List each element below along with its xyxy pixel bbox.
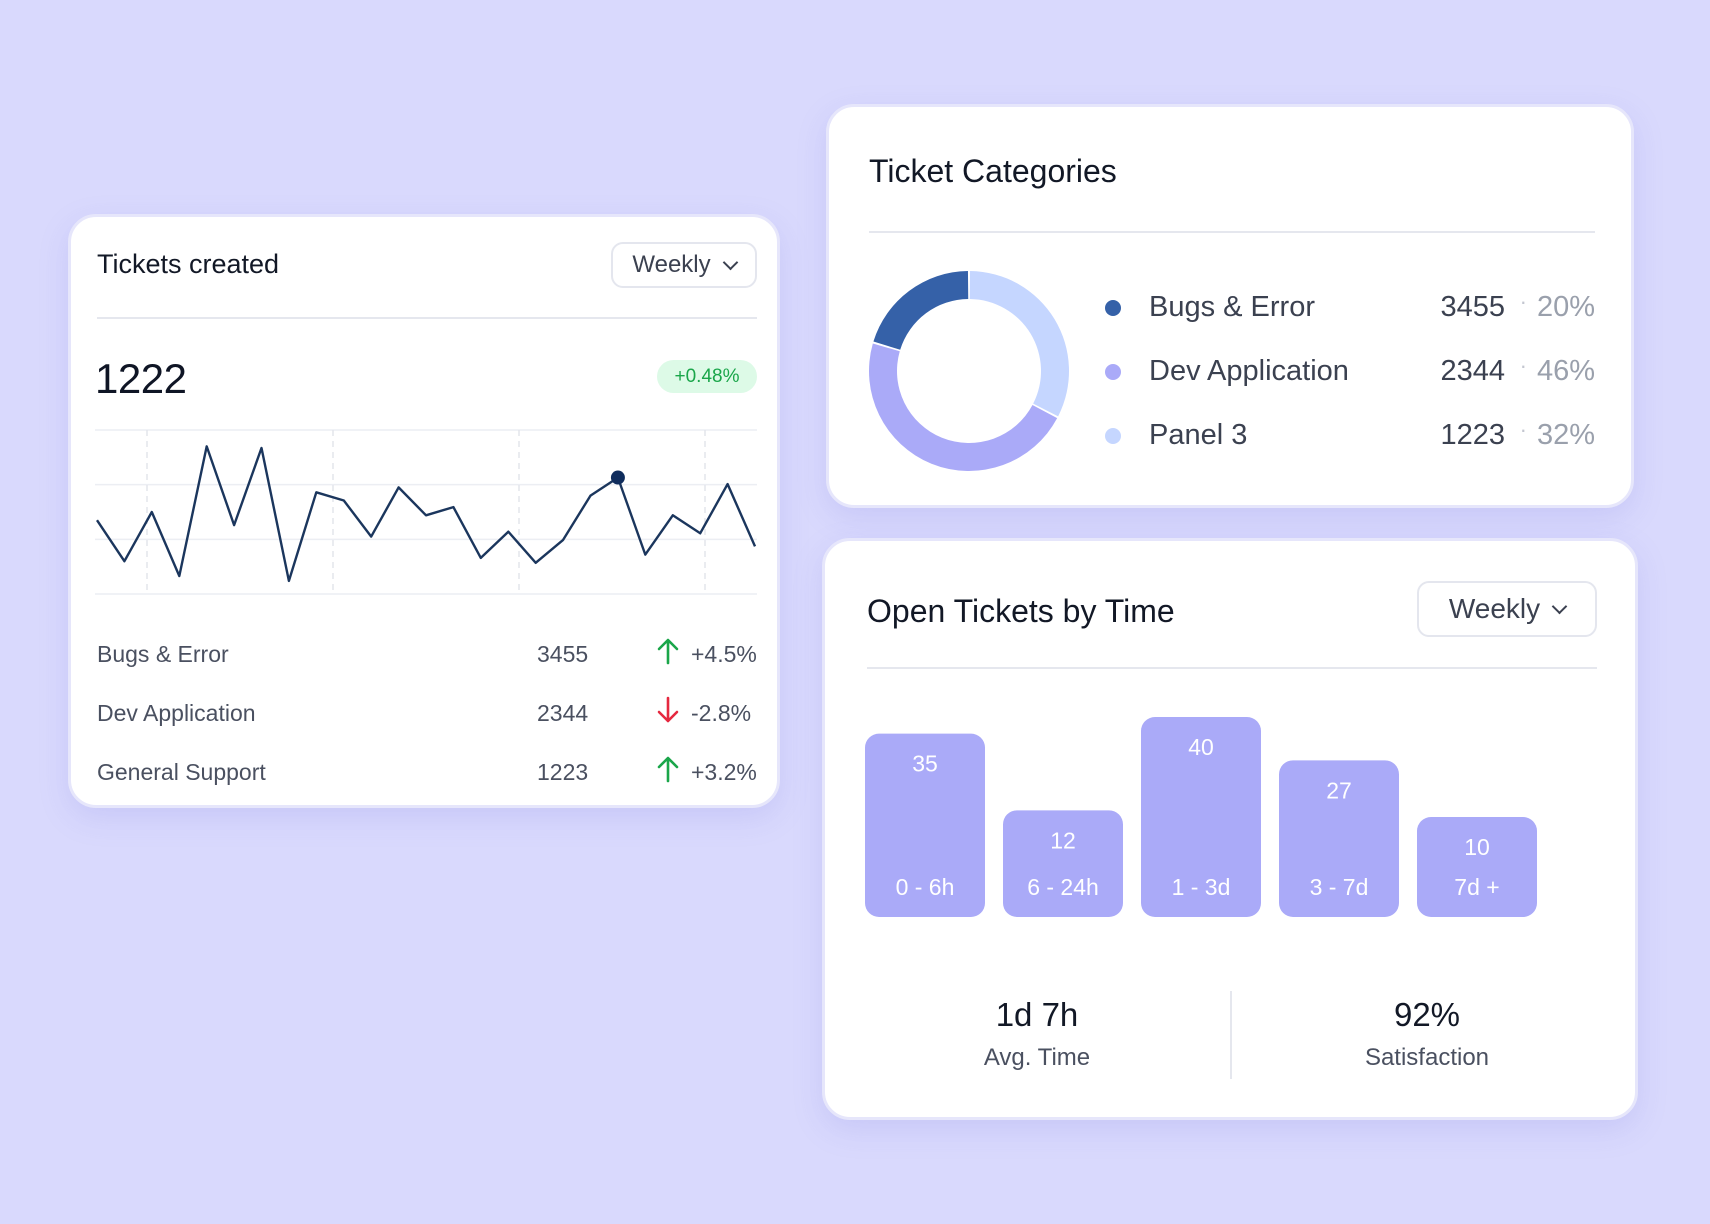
open-tickets-period-dropdown[interactable]: Weekly	[1417, 581, 1597, 637]
tickets-line-chart	[95, 429, 757, 595]
legend-name: Bugs & Error	[1149, 291, 1315, 323]
bar-1	[1003, 810, 1123, 917]
bar-2	[1141, 717, 1261, 917]
period-label: Weekly	[632, 251, 711, 278]
bar-category-label: 6 - 24h	[1027, 874, 1099, 900]
stat-change: +3.2%	[691, 759, 757, 785]
tickets-created-period-dropdown[interactable]: Weekly	[611, 242, 757, 288]
tickets-total: 1222	[95, 355, 187, 402]
legend-separator: ·	[1519, 353, 1527, 378]
metric-divider	[1230, 991, 1232, 1079]
change-badge: +0.48%	[657, 360, 757, 393]
metric-value: 1d 7h	[995, 996, 1079, 1033]
legend-name: Panel 3	[1149, 419, 1248, 451]
bar-category-label: 0 - 6h	[896, 874, 955, 900]
legend-row-dev: Dev Application 2344 · 46%	[1105, 349, 1595, 393]
stat-row-dev: Dev Application 2344 -2.8%	[97, 692, 757, 732]
metric-satisfaction: 92% Satisfaction	[1277, 996, 1577, 1072]
ticket-categories-card: Ticket Categories Bugs & Error 3455 · 20…	[826, 104, 1634, 508]
donut-slice-bugs-error	[873, 271, 969, 350]
arrow-up-icon	[657, 638, 679, 665]
tickets-created-card: Tickets created Weekly 1222 +0.48% Bugs …	[68, 214, 780, 808]
open-tickets-bar-chart: 35 0 - 6h 12 6 - 24h 40 1 - 3d 27 3 - 7d 10 7d +	[865, 717, 1537, 917]
arrow-up-icon	[657, 756, 679, 783]
bar-3	[1279, 760, 1399, 917]
legend-value: 1223	[1440, 419, 1505, 451]
tickets-created-title: Tickets created	[97, 249, 280, 279]
divider	[867, 667, 1597, 669]
legend-dot	[1105, 300, 1121, 316]
legend-separator: ·	[1519, 417, 1527, 442]
stat-change: +4.5%	[691, 641, 757, 667]
stat-value: 3455	[537, 641, 589, 667]
legend-row-bugs: Bugs & Error 3455 · 20%	[1105, 285, 1595, 329]
legend-row-panel3: Panel 3 1223 · 32%	[1105, 413, 1595, 457]
period-label: Weekly	[1448, 593, 1541, 624]
series-line	[96, 445, 757, 583]
open-tickets-title: Open Tickets by Time	[867, 593, 1175, 629]
donut-slice-dev-application	[869, 343, 1058, 471]
bar-0	[865, 733, 985, 917]
bar-category-label: 1 - 3d	[1172, 874, 1231, 900]
legend-value: 2344	[1440, 355, 1505, 387]
bar-category-label: 3 - 7d	[1310, 874, 1369, 900]
bar-value-label: 12	[1050, 827, 1076, 853]
chevron-down-icon	[722, 254, 738, 270]
bar-value-label: 40	[1188, 734, 1214, 760]
stat-change: -2.8%	[691, 700, 752, 726]
stat-row-bugs: Bugs & Error 3455 +4.5%	[97, 633, 757, 673]
metric-value: 92%	[1393, 996, 1461, 1033]
bar-category-label: 7d +	[1454, 874, 1499, 900]
metric-label: Avg. Time	[983, 1044, 1091, 1071]
legend-percent: 32%	[1536, 419, 1595, 451]
legend-name: Dev Application	[1149, 355, 1349, 387]
divider	[869, 231, 1595, 233]
legend-percent: 20%	[1536, 291, 1595, 323]
divider	[97, 317, 757, 319]
stat-value: 1223	[537, 759, 589, 785]
stat-label: General Support	[97, 759, 266, 785]
stat-value: 2344	[537, 700, 589, 726]
legend-separator: ·	[1519, 289, 1527, 314]
legend-value: 3455	[1440, 291, 1505, 323]
bar-value-label: 10	[1464, 834, 1490, 860]
stat-label: Dev Application	[97, 700, 256, 726]
highlight-point	[610, 470, 625, 485]
chevron-down-icon	[1551, 598, 1568, 614]
categories-donut-chart	[869, 271, 1069, 471]
legend-dot	[1105, 428, 1121, 444]
open-tickets-card: Open Tickets by Time Weekly 35 0 - 6h 12 6 …	[822, 538, 1638, 1120]
arrow-down-icon	[657, 696, 679, 723]
bar-4	[1417, 817, 1537, 917]
bar-value-label: 35	[912, 751, 938, 777]
bar-value-label: 27	[1326, 777, 1352, 803]
legend-percent: 46%	[1536, 355, 1595, 387]
donut-slice-panel-3	[969, 271, 1069, 417]
stat-row-general: General Support 1223 +3.2%	[97, 751, 757, 791]
legend-dot	[1105, 364, 1121, 380]
metric-label: Satisfaction	[1364, 1044, 1490, 1071]
metric-avg-time: 1d 7h Avg. Time	[887, 996, 1187, 1072]
ticket-categories-title: Ticket Categories	[869, 153, 1117, 189]
stat-label: Bugs & Error	[97, 641, 229, 667]
